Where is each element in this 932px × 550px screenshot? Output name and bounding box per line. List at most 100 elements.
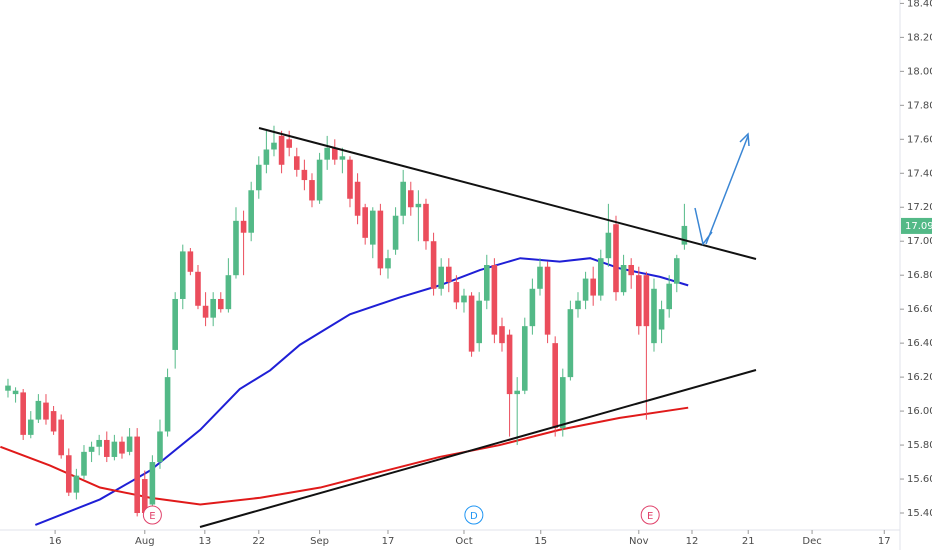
candle-body (590, 278, 596, 296)
candle-body (202, 305, 209, 318)
candle-body (309, 180, 315, 201)
candle-body (88, 446, 95, 452)
plot-area (0, 125, 689, 526)
candle-body (559, 377, 566, 429)
candle-body (400, 181, 406, 216)
candle-body (111, 441, 118, 457)
candle-body (506, 334, 513, 395)
candle-body (521, 326, 528, 391)
candle-body (96, 439, 102, 447)
x-tick-label: Aug (135, 536, 155, 547)
candle-body (362, 207, 368, 238)
y-tick-label: 17.80 (907, 100, 932, 111)
candle-body (263, 149, 270, 165)
candle-body (240, 220, 247, 233)
candle-body (164, 377, 171, 432)
candle-body (537, 266, 543, 289)
candle-body (195, 271, 201, 306)
candle-body (529, 288, 536, 327)
y-tick-label: 16.80 (907, 270, 932, 281)
y-tick-label: 15.40 (907, 508, 932, 519)
candle-body (347, 159, 353, 199)
last-price-box (901, 217, 932, 234)
x-tick-label: 12 (686, 536, 699, 547)
candle-body (666, 283, 672, 310)
event-label: D (470, 511, 478, 522)
candle-body (567, 309, 574, 378)
candle-body (217, 298, 224, 310)
candle-body (210, 298, 216, 318)
x-tick-label: 15 (534, 536, 547, 547)
y-tick-label: 15.60 (907, 474, 932, 485)
candle-body (552, 343, 558, 429)
candle-body (43, 402, 49, 420)
event-marker (142, 505, 162, 525)
y-tick-label: 17.00 (907, 236, 932, 247)
candle-body (369, 210, 376, 245)
breakout-arrow (705, 135, 749, 245)
candle-body (73, 475, 80, 493)
candle-body (20, 392, 26, 435)
candle-body (331, 147, 338, 160)
candle-body (5, 385, 11, 391)
candle-body (468, 295, 475, 352)
candle-body (628, 265, 634, 276)
candle-body (126, 436, 133, 452)
candle-body (635, 275, 642, 327)
candle-body (278, 135, 285, 165)
candle-body (12, 390, 19, 395)
last-price-label: 17.09 (905, 221, 932, 232)
x-tick-label: 17 (382, 536, 395, 547)
x-tick-label: 17 (878, 536, 891, 547)
candle-body (499, 326, 505, 344)
x-tick-label: 13 (198, 536, 211, 547)
pullback-arrow (694, 207, 713, 246)
candle-body (415, 203, 422, 208)
candle-body (514, 390, 520, 395)
x-tick-label: Oct (455, 536, 472, 547)
candle-body (293, 156, 300, 170)
candle-body (385, 258, 391, 269)
candle-body (445, 266, 452, 282)
candle-body (392, 215, 399, 250)
candle-body (681, 225, 688, 245)
candle-body (643, 275, 650, 327)
candle-body (673, 258, 680, 284)
candle-body (613, 224, 619, 293)
candle-body (65, 455, 72, 493)
x-tick-label: Dec (802, 536, 821, 547)
y-tick-label: 16.40 (907, 338, 932, 349)
candle-body (119, 441, 125, 454)
candle-body (620, 265, 627, 293)
candle-body (103, 439, 110, 457)
candle-body (453, 281, 460, 303)
candle-body (483, 265, 490, 301)
candle-body (377, 210, 384, 269)
candle-body (461, 295, 467, 303)
x-tick-label: Sep (310, 536, 329, 547)
candle-body (225, 275, 232, 310)
event-label: E (647, 511, 653, 522)
candle-body (339, 156, 346, 160)
candle-body (605, 232, 612, 259)
event-label: E (149, 511, 155, 522)
candle-body (597, 258, 604, 296)
candle-body (50, 411, 57, 432)
candle-body (187, 251, 194, 272)
candle-body (301, 169, 308, 181)
candle-body (35, 400, 42, 420)
candle-body (149, 462, 156, 505)
resistance-trendline (258, 127, 757, 260)
candle-body (423, 203, 429, 242)
candle-body (134, 436, 140, 514)
candle-body (255, 164, 262, 191)
y-tick-label: 18.40 (907, 0, 932, 9)
x-tick-label: 21 (742, 536, 755, 547)
y-tick-label: 16.00 (907, 406, 932, 417)
candle-body (658, 309, 665, 330)
moving-average (0, 406, 689, 506)
y-tick-label: 17.20 (907, 202, 932, 213)
support-trendline (199, 369, 757, 528)
y-tick-label: 18.20 (907, 32, 932, 43)
y-tick-label: 16.20 (907, 372, 932, 383)
